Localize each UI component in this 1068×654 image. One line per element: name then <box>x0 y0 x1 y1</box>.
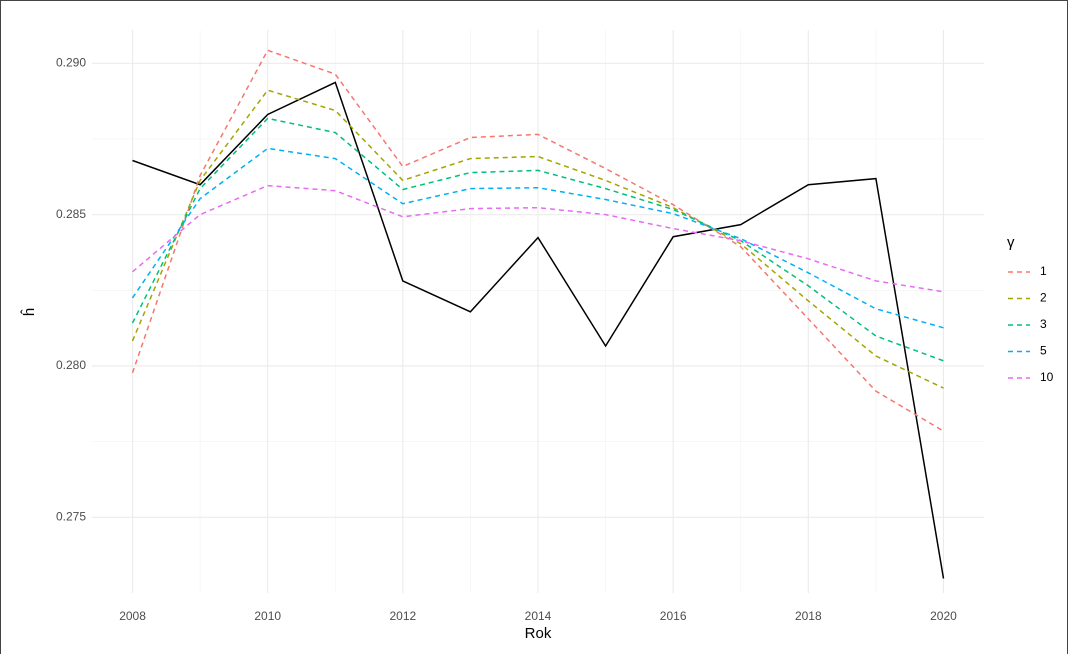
x-axis-title: Rok <box>525 625 552 642</box>
series-line <box>131 117 944 362</box>
series-line <box>132 81 945 579</box>
y-tick-label: 0.280 <box>56 358 86 372</box>
lines <box>131 49 945 579</box>
legend-label: 1 <box>1040 264 1047 278</box>
y-axis-title: ĥ <box>20 308 38 316</box>
y-tick-label: 0.275 <box>56 509 86 523</box>
legend-title: γ <box>1007 234 1015 251</box>
legend-label: 2 <box>1040 291 1047 305</box>
y-tick-label: 0.290 <box>56 55 86 69</box>
x-tick-label: 2012 <box>389 609 416 623</box>
legend-label: 3 <box>1040 317 1047 331</box>
series-line <box>131 49 944 432</box>
series-line <box>132 184 944 293</box>
x-tick-label: 2014 <box>525 609 552 623</box>
x-tick-label: 2008 <box>119 609 146 623</box>
series-line <box>131 147 944 329</box>
legend-label: 10 <box>1040 370 1054 384</box>
legend-label: 5 <box>1040 344 1047 358</box>
y-tick-label: 0.285 <box>56 207 86 221</box>
x-tick-label: 2010 <box>254 609 281 623</box>
x-tick-label: 2018 <box>795 609 822 623</box>
x-tick-label: 2016 <box>660 609 687 623</box>
x-tick-label: 2020 <box>930 609 957 623</box>
series-line <box>131 89 944 389</box>
grid <box>92 30 984 593</box>
